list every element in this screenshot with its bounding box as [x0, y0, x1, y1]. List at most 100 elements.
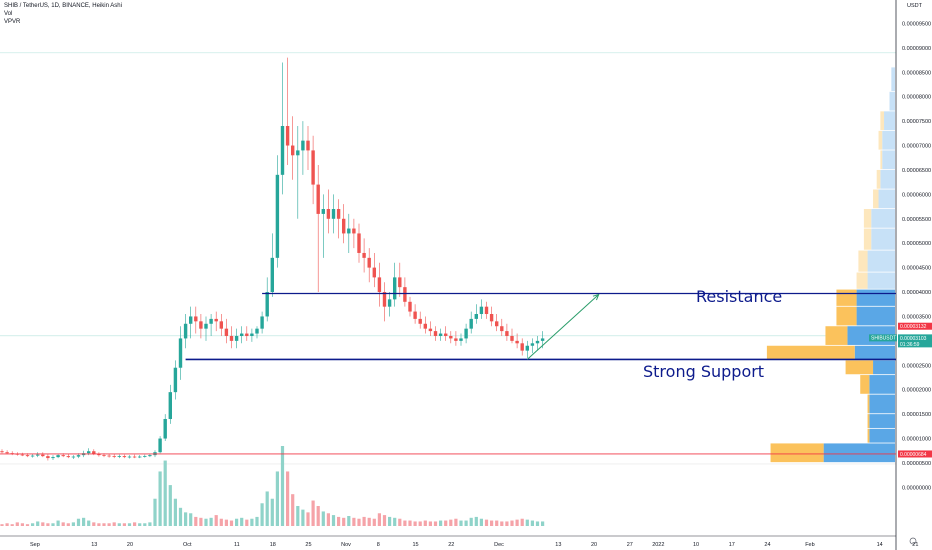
candle-body — [270, 257, 274, 293]
vpvr-bar-down — [856, 289, 895, 306]
candle-body — [342, 218, 346, 234]
candle-body — [489, 314, 494, 322]
price-tick: 0.00008500 — [902, 70, 931, 76]
candle-body — [530, 343, 535, 346]
volume-bar — [250, 518, 254, 526]
candle-body — [316, 184, 320, 214]
vpvr-bar-down — [867, 272, 895, 289]
candle-body — [398, 277, 402, 288]
time-tick: 22 — [448, 542, 454, 548]
volume-bar — [168, 485, 172, 526]
candle-body — [158, 438, 162, 453]
volume-bar — [20, 523, 24, 526]
candle-body — [331, 209, 336, 219]
vpvr-bar-up — [873, 189, 879, 209]
vpvr-bar-down — [880, 169, 895, 189]
last-price-tag-bg — [898, 334, 932, 348]
time-tick: 8 — [377, 542, 380, 548]
candle-body — [234, 335, 239, 341]
vpvr-bar-down — [891, 67, 895, 92]
volume-bar — [500, 521, 504, 526]
volume-bar — [393, 517, 397, 526]
price-top-tag-text: 0.00003132 — [900, 324, 927, 330]
vpvr-bar-up — [867, 414, 870, 428]
vpvr-bar-up — [880, 150, 883, 170]
last-price-tag-text: 01:36:59 — [900, 342, 920, 348]
symbol-tag-bg — [869, 334, 897, 342]
volume-bar — [505, 521, 509, 526]
volume-bar — [194, 516, 198, 526]
candle-body — [61, 455, 65, 457]
candle-body — [194, 316, 198, 322]
volume-bar — [240, 517, 244, 526]
candle-body — [444, 333, 448, 336]
candle-body — [204, 323, 208, 329]
candle-body — [229, 335, 234, 341]
vpvr-bar-down — [856, 306, 895, 326]
vol-label: Vol — [4, 11, 13, 17]
volume-bar — [112, 522, 116, 526]
volume-bar — [331, 515, 336, 526]
time-tick: 18 — [270, 542, 276, 548]
volume-bar — [82, 517, 86, 526]
vpvr-bar-up — [766, 345, 855, 360]
time-tick: 2022 — [652, 542, 664, 548]
volume-bar — [490, 520, 494, 526]
vpvr-bar-up — [856, 272, 868, 289]
candle-body — [285, 125, 290, 146]
time-tick: 21 — [912, 542, 918, 548]
gear-icon — [909, 537, 917, 545]
candle-body — [540, 338, 545, 341]
vpvr-bar-down — [869, 428, 895, 443]
candle-body — [148, 455, 152, 457]
trend-arrow — [526, 294, 600, 360]
vpvr-bar-up — [880, 111, 885, 131]
volume-bar — [444, 520, 448, 526]
candle-body — [127, 456, 132, 458]
vpvr-bar-down — [869, 414, 895, 428]
candle-body — [255, 328, 259, 334]
volume-bar — [102, 523, 106, 526]
candle-body — [336, 209, 341, 219]
volume-bar — [280, 446, 285, 526]
volume-bar — [357, 518, 361, 526]
time-tick: Feb — [805, 542, 814, 548]
volume-bar — [413, 521, 417, 526]
price-tick: 0.00009500 — [902, 21, 931, 27]
vpvr-bar-up — [770, 443, 824, 463]
vpvr-bar-down — [871, 228, 895, 250]
candle-body — [306, 140, 310, 151]
vpvr-bar-down — [873, 360, 895, 375]
price-top-tag-bg — [898, 322, 932, 330]
candle-body — [0, 451, 4, 453]
volume-bar — [321, 511, 325, 526]
candle-body — [168, 392, 172, 420]
volume-bar — [148, 522, 152, 526]
volume-bar — [92, 522, 96, 526]
candle-body — [280, 125, 285, 175]
volume-bar — [439, 520, 443, 526]
volume-bar — [56, 520, 60, 526]
candle-body — [25, 455, 30, 457]
time-tick: Nov — [341, 542, 351, 548]
candle-body — [51, 457, 55, 459]
volume-bar — [189, 513, 193, 526]
time-tick: 15 — [413, 542, 419, 548]
candle-body — [469, 318, 473, 329]
candle-body — [102, 455, 106, 456]
volume-bar — [337, 516, 341, 526]
volume-bar — [97, 523, 101, 526]
volume-bar — [255, 516, 259, 526]
candle-body — [428, 328, 433, 332]
volume-bar — [158, 471, 162, 526]
time-axis: Sep 13 20 Oct 11 18 25 Nov 8 15 22 Dec 13 20 27 2022 10 1… — [30, 542, 918, 548]
volume-bar — [464, 520, 468, 526]
volume-bar — [367, 517, 371, 526]
vpvr-bar-up — [878, 130, 883, 150]
vpvr-bar-down — [882, 150, 895, 170]
volume-bar — [347, 516, 351, 526]
vpvr-bar-down — [869, 375, 895, 394]
volume-bar — [275, 471, 279, 526]
volume-bar — [316, 506, 320, 526]
